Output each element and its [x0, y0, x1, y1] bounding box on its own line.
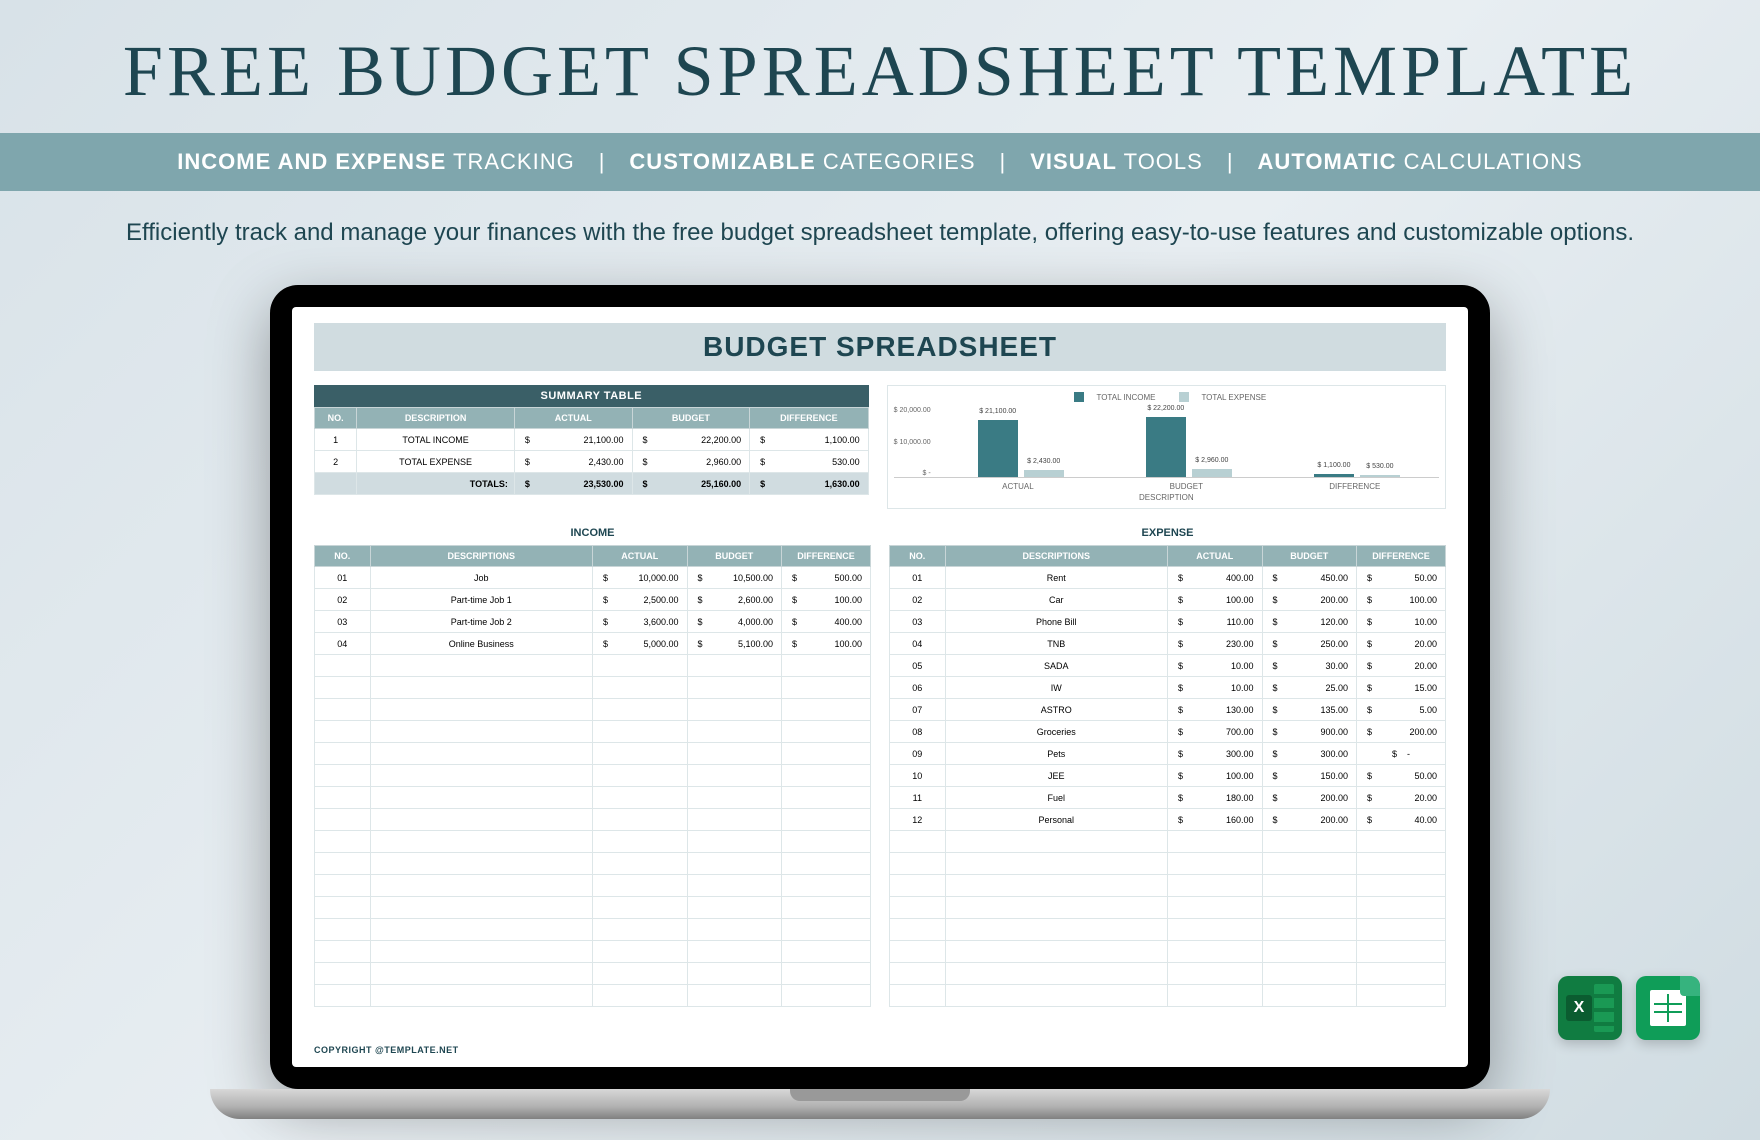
- table-row-blank: [890, 919, 1446, 941]
- chart-bar-group: $ 21,100.00 $ 2,430.00: [939, 420, 1103, 477]
- table-row-blank: [315, 963, 871, 985]
- table-row: 06IW10.0025.0015.00: [890, 677, 1446, 699]
- table-th: DIFFERENCE: [782, 546, 871, 567]
- chart-bar-group: $ 22,200.00 $ 2,960.00: [1107, 417, 1271, 477]
- table-th: ACTUAL: [1167, 546, 1262, 567]
- laptop-mockup: BUDGET SPREADSHEET SUMMARY TABLE NO.DESC…: [0, 285, 1760, 1119]
- laptop-base: [210, 1089, 1550, 1119]
- table-row-blank: [890, 875, 1446, 897]
- table-row: 04TNB230.00250.0020.00: [890, 633, 1446, 655]
- laptop-notch: [790, 1089, 970, 1101]
- expense-section: EXPENSE NO.DESCRIPTIONSACTUALBUDGETDIFFE…: [889, 521, 1446, 1007]
- table-row: 02Car100.00200.00100.00: [890, 589, 1446, 611]
- feature-bar: INCOME AND EXPENSE TRACKING|CUSTOMIZABLE…: [0, 133, 1760, 191]
- table-row: 03Phone Bill110.00120.0010.00: [890, 611, 1446, 633]
- table-row: 03Part-time Job 23,600.004,000.00400.00: [315, 611, 871, 633]
- page-title: FREE BUDGET SPREADSHEET TEMPLATE: [0, 0, 1760, 133]
- income-section: INCOME NO.DESCRIPTIONSACTUALBUDGETDIFFER…: [314, 521, 871, 1007]
- summary-table-block: SUMMARY TABLE NO.DESCRIPTIONACTUALBUDGET…: [314, 385, 869, 509]
- table-row-blank: [315, 655, 871, 677]
- table-row-blank: [315, 677, 871, 699]
- summary-th: DESCRIPTION: [357, 408, 515, 429]
- excel-icon: [1558, 976, 1622, 1040]
- income-table: NO.DESCRIPTIONSACTUALBUDGETDIFFERENCE01J…: [314, 545, 871, 1007]
- table-row-blank: [315, 853, 871, 875]
- spreadsheet-screen: BUDGET SPREADSHEET SUMMARY TABLE NO.DESC…: [292, 307, 1468, 1067]
- chart-y-axis: $ 20,000.00$ 10,000.00$ -: [894, 407, 935, 477]
- chart-x-title: DESCRIPTION: [894, 493, 1439, 502]
- table-row-blank: [315, 721, 871, 743]
- laptop-screen: BUDGET SPREADSHEET SUMMARY TABLE NO.DESC…: [270, 285, 1490, 1089]
- summary-table: NO.DESCRIPTIONACTUALBUDGETDIFFERENCE1TOT…: [314, 407, 869, 495]
- summary-th: ACTUAL: [514, 408, 632, 429]
- table-th: ACTUAL: [592, 546, 687, 567]
- table-row: 12Personal160.00200.0040.00: [890, 809, 1446, 831]
- table-row-blank: [315, 831, 871, 853]
- table-row: 09Pets300.00300.00$ -: [890, 743, 1446, 765]
- expense-table: NO.DESCRIPTIONSACTUALBUDGETDIFFERENCE01R…: [889, 545, 1446, 1007]
- google-sheets-icon: [1636, 976, 1700, 1040]
- table-row: 11Fuel180.00200.0020.00: [890, 787, 1446, 809]
- table-row: 01Rent400.00450.0050.00: [890, 567, 1446, 589]
- table-th: DIFFERENCE: [1357, 546, 1446, 567]
- table-row: 10JEE100.00150.0050.00: [890, 765, 1446, 787]
- table-row: 02Part-time Job 12,500.002,600.00100.00: [315, 589, 871, 611]
- table-th: DESCRIPTIONS: [370, 546, 592, 567]
- table-row-blank: [315, 897, 871, 919]
- table-row-blank: [315, 985, 871, 1007]
- summary-th: NO.: [315, 408, 357, 429]
- summary-totals-row: TOTALS:23,530.0025,160.001,630.00: [315, 473, 869, 495]
- sheet-title: BUDGET SPREADSHEET: [314, 323, 1446, 371]
- table-row: 08Groceries700.00900.00200.00: [890, 721, 1446, 743]
- table-row-blank: [890, 985, 1446, 1007]
- page-subtitle: Efficiently track and manage your financ…: [0, 191, 1760, 275]
- table-row-blank: [315, 941, 871, 963]
- chart-area: $ 20,000.00$ 10,000.00$ - $ 21,100.00 $ …: [894, 408, 1439, 478]
- table-row-blank: [890, 853, 1446, 875]
- summary-row: 2TOTAL EXPENSE2,430.002,960.00530.00: [315, 451, 869, 473]
- table-row: 01Job10,000.0010,500.00500.00: [315, 567, 871, 589]
- table-row: 07ASTRO130.00135.005.00: [890, 699, 1446, 721]
- income-heading: INCOME: [314, 521, 871, 545]
- table-row-blank: [315, 875, 871, 897]
- table-row-blank: [890, 941, 1446, 963]
- summary-th: BUDGET: [632, 408, 750, 429]
- summary-heading: SUMMARY TABLE: [314, 385, 869, 407]
- chart-x-labels: ACTUALBUDGETDIFFERENCE: [894, 482, 1439, 491]
- summary-chart: TOTAL INCOMETOTAL EXPENSE $ 20,000.00$ 10…: [887, 385, 1446, 509]
- table-row: 05SADA10.0030.0020.00: [890, 655, 1446, 677]
- summary-th: DIFFERENCE: [750, 408, 869, 429]
- table-row-blank: [315, 919, 871, 941]
- table-th: BUDGET: [687, 546, 782, 567]
- file-format-icons: [1558, 976, 1700, 1040]
- expense-heading: EXPENSE: [889, 521, 1446, 545]
- table-th: NO.: [315, 546, 371, 567]
- table-row-blank: [890, 963, 1446, 985]
- chart-bar-group: $ 1,100.00 $ 530.00: [1275, 474, 1439, 477]
- table-th: DESCRIPTIONS: [945, 546, 1167, 567]
- table-th: BUDGET: [1262, 546, 1357, 567]
- table-row-blank: [315, 743, 871, 765]
- chart-legend: TOTAL INCOMETOTAL EXPENSE: [894, 392, 1439, 404]
- table-row-blank: [315, 809, 871, 831]
- table-th: NO.: [890, 546, 946, 567]
- table-row: 04Online Business5,000.005,100.00100.00: [315, 633, 871, 655]
- summary-row: 1TOTAL INCOME21,100.0022,200.001,100.00: [315, 429, 869, 451]
- table-row-blank: [315, 699, 871, 721]
- table-row-blank: [890, 897, 1446, 919]
- copyright-text: COPYRIGHT @TEMPLATE.NET: [314, 1045, 459, 1055]
- table-row-blank: [890, 831, 1446, 853]
- table-row-blank: [315, 765, 871, 787]
- table-row-blank: [315, 787, 871, 809]
